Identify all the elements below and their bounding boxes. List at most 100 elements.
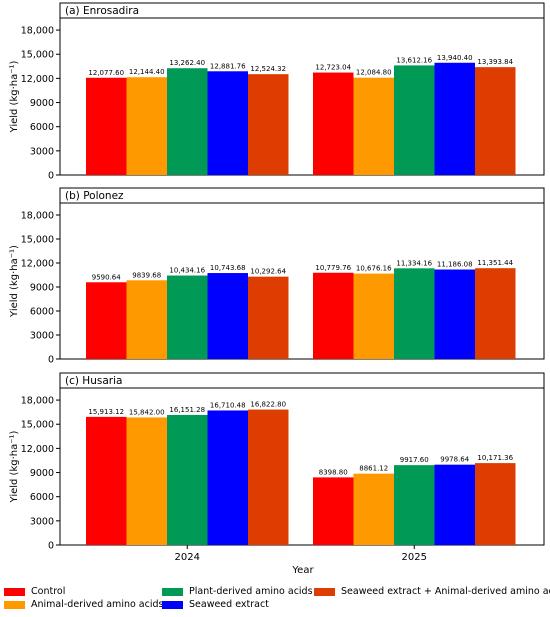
y-tick-label: 3000 (30, 331, 54, 342)
legend-swatch-seaweed-animal (314, 587, 335, 596)
y-tick-label: 9000 (30, 98, 54, 109)
y-tick-label: 18,000 (21, 211, 54, 222)
bar-control-2025 (313, 477, 354, 545)
y-tick-label: 9000 (30, 468, 54, 479)
panel-frame-1 (59, 187, 545, 360)
bar-seaweed-extract-animal-derived-amino-acids-2024 (248, 276, 289, 359)
data-label-seaweed-extract-animal-derived-amino-acids-2024: 16,822.80 (250, 401, 286, 409)
bar-animal-derived-amino-acids-2025 (353, 473, 394, 545)
legend-label-seaweed: Seaweed extract (189, 599, 269, 610)
bar-plant-derived-amino-acids-2024 (167, 68, 208, 175)
legend-label-control: Control (31, 586, 66, 597)
y-tick-label: 12,000 (21, 444, 54, 455)
bar-seaweed-extract-2024 (207, 410, 248, 545)
y-tick-label: 15,000 (21, 50, 54, 61)
panel-frame-2 (59, 372, 545, 546)
panel-title-b-polonez: (b) Polonez (65, 190, 124, 202)
panel-title-a-enrosadira: (a) Enrosadira (65, 5, 139, 17)
bar-seaweed-extract-2024 (207, 273, 248, 359)
bar-seaweed-extract-2025 (434, 464, 475, 545)
y-tick-label: 15,000 (21, 235, 54, 246)
bar-control-2025 (313, 72, 354, 175)
bar-animal-derived-amino-acids-2024 (126, 280, 167, 359)
x-axis-label: Year (291, 565, 314, 576)
legend-swatch-control (4, 587, 25, 596)
y-tick-label: 6000 (30, 307, 54, 318)
y-tick-label: 9000 (30, 283, 54, 294)
bar-seaweed-extract-2025 (434, 62, 475, 175)
data-label-control-2024: 12,077.60 (88, 69, 124, 77)
data-label-plant-derived-amino-acids-2025: 13,612.16 (396, 56, 432, 64)
bar-animal-derived-amino-acids-2024 (126, 77, 167, 175)
y-tick-label: 18,000 (21, 396, 54, 407)
bar-seaweed-extract-2025 (434, 269, 475, 359)
data-label-seaweed-extract-2025: 13,940.40 (437, 54, 473, 62)
y-tick-label: 3000 (30, 146, 54, 157)
y-tick-label: 0 (48, 355, 54, 366)
legend-item-seaweed-animal: Seaweed extract + Animal-derived amino a… (314, 586, 550, 597)
bar-plant-derived-amino-acids-2025 (394, 268, 435, 359)
bar-seaweed-extract-animal-derived-amino-acids-2025 (475, 463, 516, 545)
data-label-seaweed-extract-2024: 12,881.76 (210, 62, 246, 70)
bar-plant-derived-amino-acids-2024 (167, 414, 208, 545)
data-label-animal-derived-amino-acids-2025: 8861.12 (359, 465, 388, 473)
data-label-seaweed-extract-animal-derived-amino-acids-2024: 10,292.64 (250, 268, 286, 276)
bar-plant-derived-amino-acids-2024 (167, 275, 208, 359)
legend-item-animal-amino: Animal-derived amino acids (4, 599, 163, 610)
bar-seaweed-extract-animal-derived-amino-acids-2024 (248, 74, 289, 175)
bar-seaweed-extract-animal-derived-amino-acids-2025 (475, 67, 516, 175)
legend-label-seaweed-animal: Seaweed extract + Animal-derived amino a… (341, 586, 550, 597)
data-label-seaweed-extract-animal-derived-amino-acids-2025: 11,351.44 (477, 259, 513, 267)
bar-plant-derived-amino-acids-2025 (394, 65, 435, 175)
x-tick-label-2025: 2025 (402, 552, 427, 563)
data-label-plant-derived-amino-acids-2024: 13,262.40 (169, 59, 205, 67)
bar-seaweed-extract-2024 (207, 71, 248, 175)
data-label-animal-derived-amino-acids-2024: 12,144.40 (129, 68, 165, 76)
bar-animal-derived-amino-acids-2025 (353, 77, 394, 175)
data-label-control-2025: 8398.80 (319, 468, 348, 476)
data-label-control-2025: 12,723.04 (315, 64, 351, 72)
legend-item-plant-amino: Plant-derived amino acids (162, 586, 313, 597)
data-label-animal-derived-amino-acids-2024: 9839.68 (132, 271, 161, 279)
data-label-animal-derived-amino-acids-2025: 10,676.16 (356, 265, 392, 273)
legend: Control Animal-derived amino acids Plant… (4, 586, 550, 612)
legend-label-plant-amino: Plant-derived amino acids (189, 586, 313, 597)
bar-plant-derived-amino-acids-2025 (394, 465, 435, 545)
bar-control-2024 (86, 77, 127, 175)
legend-swatch-animal-amino (4, 600, 25, 609)
data-label-plant-derived-amino-acids-2025: 9917.60 (400, 456, 429, 464)
bar-animal-derived-amino-acids-2025 (353, 273, 394, 359)
panel-frame-0 (59, 2, 545, 176)
bar-seaweed-extract-animal-derived-amino-acids-2025 (475, 268, 516, 359)
legend-item-seaweed: Seaweed extract (162, 599, 269, 610)
data-label-animal-derived-amino-acids-2025: 12,084.80 (356, 69, 392, 77)
data-label-seaweed-extract-2024: 10,743.68 (210, 264, 246, 272)
data-label-seaweed-extract-2024: 16,710.48 (210, 401, 246, 409)
y-tick-label: 0 (48, 171, 54, 182)
y-tick-label: 0 (48, 541, 54, 552)
data-label-plant-derived-amino-acids-2025: 11,334.16 (396, 259, 432, 267)
data-label-animal-derived-amino-acids-2024: 15,842.00 (129, 408, 165, 416)
legend-item-control: Control (4, 586, 65, 597)
y-tick-label: 3000 (30, 516, 54, 527)
y-axis-label: Yield (kg·ha⁻¹) (9, 430, 20, 503)
data-label-seaweed-extract-animal-derived-amino-acids-2024: 12,524.32 (250, 65, 286, 73)
data-label-plant-derived-amino-acids-2024: 16,151.28 (169, 406, 205, 414)
panel-title-c-husaria: (c) Husaria (65, 375, 122, 387)
data-label-control-2024: 9590.64 (92, 273, 121, 281)
y-tick-label: 12,000 (21, 74, 54, 85)
bar-control-2024 (86, 282, 127, 359)
y-axis-label: Yield (kg·ha⁻¹) (9, 60, 20, 133)
y-axis-label: Yield (kg·ha⁻¹) (9, 245, 20, 318)
bar-animal-derived-amino-acids-2024 (126, 417, 167, 545)
y-tick-label: 12,000 (21, 259, 54, 270)
legend-swatch-plant-amino (162, 587, 183, 596)
data-label-control-2024: 15,913.12 (88, 408, 124, 416)
data-label-control-2025: 10,779.76 (315, 264, 351, 272)
bar-control-2025 (313, 272, 354, 359)
y-tick-label: 18,000 (21, 26, 54, 37)
data-label-seaweed-extract-2025: 11,186.08 (437, 261, 473, 269)
data-label-seaweed-extract-animal-derived-amino-acids-2025: 10,171.36 (477, 454, 513, 462)
